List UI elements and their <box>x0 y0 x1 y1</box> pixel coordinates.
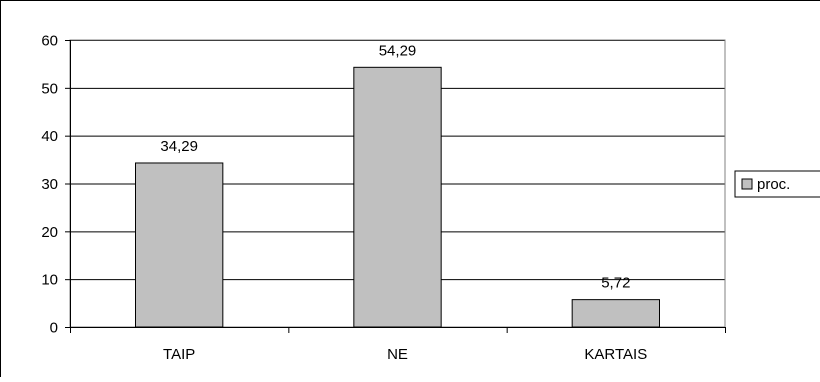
x-tick-label-kartais: KARTAIS <box>584 346 647 363</box>
y-tick-label-0: 0 <box>50 320 58 337</box>
bar-kartais <box>572 300 659 327</box>
x-tick-label-ne: NE <box>387 346 408 363</box>
x-tick-label-taip: TAIP <box>163 346 195 363</box>
y-tick-label-10: 10 <box>41 272 58 289</box>
y-tick-label-40: 40 <box>41 128 58 145</box>
legend-swatch <box>742 179 752 189</box>
bar-ne <box>354 67 441 327</box>
y-tick-label-60: 60 <box>41 33 58 50</box>
y-tick-label-50: 50 <box>41 80 58 97</box>
data-label-kartais: 5,72 <box>601 275 630 292</box>
legend-label-proc: proc. <box>757 176 790 193</box>
legend: proc. <box>735 171 820 197</box>
data-label-taip: 34,29 <box>160 138 198 155</box>
y-tick-label-30: 30 <box>41 176 58 193</box>
bar-taip <box>136 163 223 327</box>
data-label-ne: 54,29 <box>379 42 417 59</box>
y-tick-label-20: 20 <box>41 224 58 241</box>
